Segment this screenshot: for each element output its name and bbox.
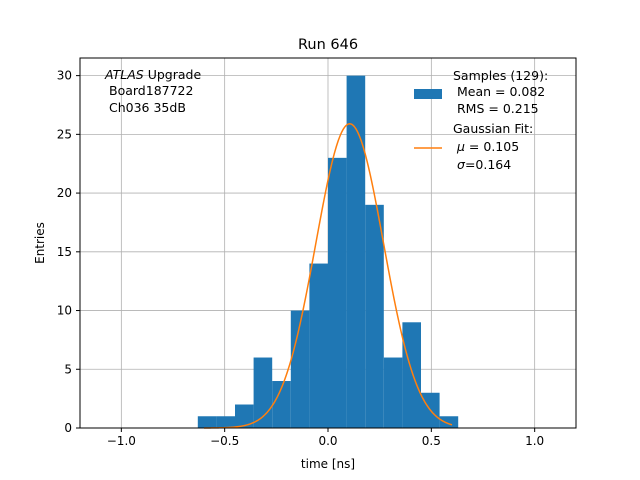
y-tick-label: 0 — [64, 421, 72, 435]
x-tick-label: 1.0 — [525, 434, 544, 448]
mu-value: = 0.105 — [465, 139, 519, 154]
histogram-bar — [402, 322, 421, 428]
histogram-bar — [253, 357, 273, 428]
annotation-upgrade: Upgrade — [144, 67, 202, 82]
legend-fit-title: Gaussian Fit: — [453, 121, 533, 136]
atlas-annotation: ATLAS Upgrade Board187722 Ch036 35dB — [104, 67, 201, 115]
annotation-atlas: ATLAS — [104, 67, 144, 82]
mu-symbol: μ — [456, 139, 465, 154]
x-tick-label: −0.5 — [210, 434, 239, 448]
histogram-bar — [290, 310, 310, 428]
y-tick-label: 30 — [57, 69, 72, 83]
sigma-symbol: σ — [457, 157, 466, 172]
sigma-value: =0.164 — [465, 157, 511, 172]
legend-samples-title: Samples (129): — [453, 68, 548, 83]
histogram-bar — [216, 416, 235, 428]
legend-samples-patch — [414, 89, 442, 99]
x-tick-label: 0.5 — [422, 434, 441, 448]
histogram-bar — [235, 404, 254, 428]
gaussian-fit-curve — [204, 123, 453, 429]
y-axis-label: Entries — [33, 222, 47, 264]
y-tick-label: 25 — [57, 127, 72, 141]
histogram-bar — [197, 416, 217, 428]
x-tick-label: 0.0 — [318, 434, 337, 448]
x-tick-label: −1.0 — [107, 434, 136, 448]
annotation-line-2: Board187722 — [109, 83, 193, 98]
y-tick-label: 15 — [57, 245, 72, 259]
legend-fit-mu: μ = 0.105 — [456, 139, 519, 154]
histogram-bar — [309, 263, 328, 428]
y-tick-label: 5 — [64, 362, 72, 376]
y-tick-label: 20 — [57, 186, 72, 200]
histogram-bar — [439, 416, 459, 428]
x-axis-ticks: −1.0 −0.5 0.0 0.5 1.0 — [107, 428, 544, 448]
legend-samples-mean: Mean = 0.082 — [457, 84, 545, 99]
chart-title: Run 646 — [298, 37, 358, 53]
histogram-bar — [328, 157, 347, 429]
histogram-bars — [197, 75, 459, 429]
histogram-bar — [383, 357, 403, 428]
legend-fit-sigma: σ=0.164 — [457, 157, 511, 172]
y-axis-ticks: 0 5 10 15 20 25 30 — [57, 69, 80, 435]
histogram-bar — [346, 75, 366, 428]
legend-samples-rms: RMS = 0.215 — [457, 101, 539, 116]
histogram-bar — [272, 381, 291, 428]
annotation-line-3: Ch036 35dB — [109, 100, 186, 115]
y-tick-label: 10 — [57, 304, 72, 318]
annotation-line-1: ATLAS Upgrade — [104, 67, 201, 82]
histogram-bar — [365, 204, 384, 428]
gaussian-fit — [204, 123, 453, 429]
legend: Samples (129): Mean = 0.082 RMS = 0.215 … — [414, 68, 548, 172]
x-axis-label: time [ns] — [301, 457, 355, 471]
